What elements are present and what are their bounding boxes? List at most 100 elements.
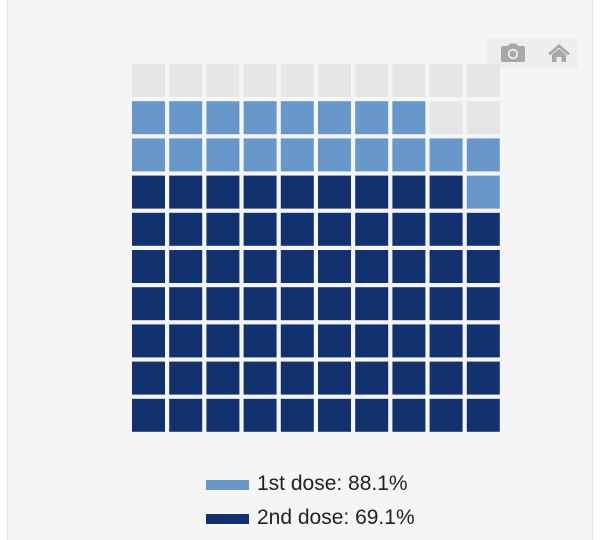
waffle-cell-empty	[280, 64, 314, 97]
waffle-cell-second-dose	[429, 287, 463, 321]
chart-toolbar	[486, 38, 578, 68]
waffle-cell-second-dose	[169, 398, 203, 432]
waffle-cell-first-dose	[243, 101, 277, 135]
waffle-cell-second-dose	[355, 175, 389, 209]
legend-swatch-second-dose	[206, 514, 249, 524]
waffle-cell-second-dose	[429, 250, 463, 283]
waffle-cell-first-dose	[466, 175, 500, 209]
waffle-cell-second-dose	[392, 324, 426, 358]
waffle-cell-first-dose	[318, 101, 351, 135]
waffle-cell-second-dose	[169, 324, 203, 358]
waffle-cell-second-dose	[243, 398, 277, 432]
waffle-cell-second-dose	[355, 361, 389, 395]
waffle-cell-second-dose	[429, 324, 463, 358]
waffle-cell-first-dose	[280, 138, 314, 172]
waffle-cell-second-dose	[206, 212, 240, 246]
waffle-cell-second-dose	[243, 212, 277, 246]
waffle-cell-second-dose	[392, 212, 426, 246]
waffle-cell-second-dose	[280, 398, 314, 432]
waffle-cell-second-dose	[169, 175, 203, 209]
waffle-cell-first-dose	[466, 138, 500, 172]
waffle-cell-empty	[429, 101, 463, 135]
waffle-cell-second-dose	[280, 361, 314, 395]
waffle-cell-second-dose	[466, 324, 500, 358]
waffle-cell-second-dose	[318, 250, 351, 283]
waffle-cell-second-dose	[429, 398, 463, 432]
waffle-cell-second-dose	[243, 250, 277, 283]
waffle-cell-second-dose	[392, 175, 426, 209]
waffle-cell-second-dose	[280, 324, 314, 358]
waffle-cell-second-dose	[429, 175, 463, 209]
waffle-cell-second-dose	[169, 250, 203, 283]
waffle-cell-second-dose	[169, 361, 203, 395]
legend-item-second-dose[interactable]: 2nd dose: 69.1%	[205, 504, 465, 532]
waffle-cell-first-dose	[355, 101, 389, 135]
waffle-cell-second-dose	[243, 361, 277, 395]
waffle-cell-empty	[206, 64, 240, 97]
waffle-cell-first-dose	[355, 138, 389, 172]
waffle-cell-second-dose	[429, 212, 463, 246]
waffle-cell-first-dose	[169, 101, 203, 135]
waffle-cell-second-dose	[169, 212, 203, 246]
waffle-cell-second-dose	[429, 361, 463, 395]
waffle-cell-second-dose	[169, 287, 203, 321]
waffle-cell-second-dose	[466, 250, 500, 283]
waffle-cell-second-dose	[206, 324, 240, 358]
waffle-cell-second-dose	[392, 398, 426, 432]
waffle-cell-second-dose	[355, 287, 389, 321]
waffle-cell-second-dose	[318, 175, 351, 209]
waffle-cell-second-dose	[392, 287, 426, 321]
waffle-cell-second-dose	[318, 287, 351, 321]
waffle-cell-second-dose	[280, 250, 314, 283]
waffle-cell-second-dose	[280, 287, 314, 321]
waffle-cell-empty	[466, 101, 500, 135]
waffle-cell-empty	[466, 64, 500, 97]
waffle-cell-second-dose	[243, 175, 277, 209]
waffle-cell-second-dose	[132, 324, 165, 358]
waffle-cell-first-dose	[392, 101, 426, 135]
waffle-cell-empty	[318, 64, 351, 97]
waffle-cell-first-dose	[318, 138, 351, 172]
legend-label-first-dose: 1st dose: 88.1%	[257, 472, 408, 495]
waffle-cell-second-dose	[392, 250, 426, 283]
waffle-cell-second-dose	[132, 175, 165, 209]
waffle-cell-first-dose	[280, 101, 314, 135]
waffle-cell-second-dose	[206, 175, 240, 209]
waffle-cell-second-dose	[280, 175, 314, 209]
waffle-cell-second-dose	[318, 398, 351, 432]
waffle-cell-empty	[132, 64, 165, 97]
waffle-cell-second-dose	[243, 287, 277, 321]
waffle-cell-second-dose	[132, 361, 165, 395]
waffle-cell-first-dose	[169, 138, 203, 172]
waffle-cell-second-dose	[466, 398, 500, 432]
waffle-cell-second-dose	[132, 287, 165, 321]
waffle-cell-empty	[392, 64, 426, 97]
waffle-cell-second-dose	[206, 250, 240, 283]
waffle-cell-second-dose	[243, 324, 277, 358]
waffle-cell-second-dose	[355, 250, 389, 283]
waffle-cell-first-dose	[243, 138, 277, 172]
waffle-cell-second-dose	[318, 212, 351, 246]
waffle-cell-first-dose	[392, 138, 426, 172]
camera-icon[interactable]	[498, 42, 528, 64]
legend-label-second-dose: 2nd dose: 69.1%	[257, 506, 415, 529]
waffle-cell-second-dose	[132, 250, 165, 283]
waffle-cell-second-dose	[318, 324, 351, 358]
waffle-cell-second-dose	[132, 212, 165, 246]
waffle-cell-first-dose	[132, 101, 165, 135]
home-icon[interactable]	[544, 42, 574, 64]
waffle-cell-empty	[429, 64, 463, 97]
legend-swatch-first-dose	[206, 480, 249, 490]
waffle-cell-second-dose	[280, 212, 314, 246]
waffle-cell-second-dose	[206, 398, 240, 432]
waffle-cell-first-dose	[132, 138, 165, 172]
waffle-cell-empty	[243, 64, 277, 97]
waffle-cell-second-dose	[355, 324, 389, 358]
legend-item-first-dose[interactable]: 1st dose: 88.1%	[205, 470, 465, 498]
waffle-cell-first-dose	[206, 101, 240, 135]
waffle-cell-second-dose	[206, 361, 240, 395]
waffle-cell-second-dose	[355, 212, 389, 246]
waffle-cell-empty	[355, 64, 389, 97]
waffle-cell-second-dose	[355, 398, 389, 432]
